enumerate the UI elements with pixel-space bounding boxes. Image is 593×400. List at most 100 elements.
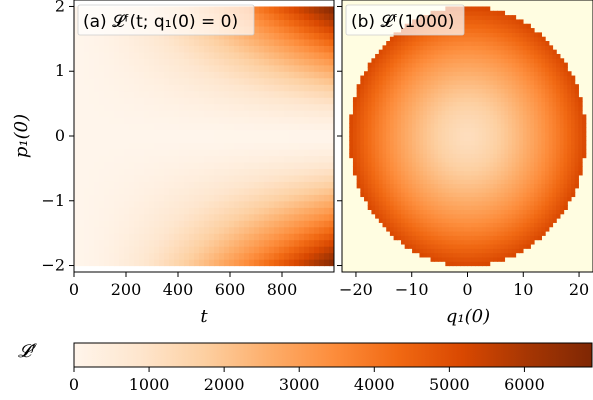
heatmap-cell xyxy=(522,114,528,120)
heatmap-cell xyxy=(419,144,424,150)
heatmap-cell xyxy=(352,157,358,163)
heatmap-cell xyxy=(530,209,535,215)
heatmap-cell xyxy=(249,207,255,215)
heatmap-cell xyxy=(452,166,458,172)
heatmap-cell xyxy=(99,97,105,105)
heatmap-cell xyxy=(249,239,255,247)
heatmap-cell xyxy=(426,218,432,223)
heatmap-cell xyxy=(104,213,110,221)
heatmap-cell xyxy=(552,105,557,111)
heatmap-cell xyxy=(500,92,506,98)
heatmap-cell xyxy=(364,144,369,150)
heatmap-cell xyxy=(508,114,513,120)
heatmap-cell xyxy=(537,144,543,150)
heatmap-cell xyxy=(204,259,210,267)
heatmap-cell xyxy=(169,220,175,228)
heatmap-cell xyxy=(164,239,170,247)
heatmap-cell xyxy=(441,136,446,141)
heatmap-cell xyxy=(329,233,334,241)
heatmap-cell xyxy=(386,200,391,206)
heatmap-cell xyxy=(309,239,315,247)
heatmap-cell xyxy=(548,222,554,228)
heatmap-cell xyxy=(279,45,285,53)
heatmap-cell xyxy=(426,45,432,51)
heatmap-cell xyxy=(184,103,190,111)
heatmap-cell xyxy=(474,261,480,267)
heatmap-cell xyxy=(219,207,225,215)
heatmap-cell xyxy=(114,129,120,137)
heatmap-cell xyxy=(386,148,391,154)
heatmap-cell xyxy=(485,62,491,68)
heatmap-cell xyxy=(393,222,398,228)
heatmap-cell xyxy=(184,239,190,247)
heatmap-cell xyxy=(430,136,435,141)
heatmap-cell xyxy=(179,233,185,241)
y-tick-label: 2 xyxy=(55,0,65,15)
heatmap-cell xyxy=(467,140,472,146)
heatmap-cell xyxy=(184,161,190,169)
heatmap-cell xyxy=(219,259,225,267)
heatmap-cell xyxy=(404,222,409,228)
heatmap-cell xyxy=(294,84,300,92)
heatmap-cell xyxy=(515,58,520,64)
heatmap-cell xyxy=(386,222,391,228)
heatmap-cell xyxy=(194,129,200,137)
heatmap-cell xyxy=(204,45,210,53)
heatmap-cell xyxy=(452,148,458,154)
heatmap-cell xyxy=(449,66,454,72)
heatmap-cell xyxy=(449,45,454,51)
heatmap-cell xyxy=(219,58,225,66)
heatmap-cell xyxy=(559,144,565,150)
heatmap-cell xyxy=(99,200,105,208)
heatmap-cell xyxy=(94,168,100,176)
heatmap-cell xyxy=(400,105,406,111)
heatmap-cell xyxy=(289,246,295,254)
heatmap-cell xyxy=(209,32,215,40)
heatmap-cell xyxy=(467,226,472,232)
heatmap-cell xyxy=(74,103,80,111)
heatmap-cell xyxy=(537,110,543,116)
heatmap-cell xyxy=(489,105,494,111)
heatmap-cell xyxy=(471,53,476,59)
heatmap-cell xyxy=(415,222,421,228)
heatmap-cell xyxy=(104,32,110,40)
heatmap-cell xyxy=(264,142,270,150)
heatmap-cell xyxy=(179,226,185,234)
heatmap-cell xyxy=(360,183,365,189)
heatmap-cell xyxy=(393,187,398,193)
heatmap-cell xyxy=(504,88,509,94)
heatmap-cell xyxy=(367,183,373,189)
heatmap-cell xyxy=(426,226,432,232)
heatmap-cell xyxy=(452,174,458,180)
heatmap-cell xyxy=(415,230,421,236)
heatmap-cell xyxy=(309,84,315,92)
heatmap-cell xyxy=(99,168,105,176)
heatmap-cell xyxy=(526,222,531,228)
heatmap-cell xyxy=(449,123,454,128)
heatmap-cell xyxy=(471,58,476,64)
heatmap-cell xyxy=(530,200,535,206)
heatmap-cell xyxy=(84,200,90,208)
heatmap-cell xyxy=(249,38,255,46)
x-tick-label: 800 xyxy=(267,280,298,299)
heatmap-cell xyxy=(556,148,561,154)
heatmap-cell xyxy=(264,97,270,105)
heatmap-cell xyxy=(234,246,240,254)
heatmap-cell xyxy=(482,32,487,38)
heatmap-cell xyxy=(515,110,520,116)
heatmap-cell xyxy=(224,226,230,234)
heatmap-cell xyxy=(508,192,513,198)
heatmap-cell xyxy=(408,127,413,133)
heatmap-cell xyxy=(508,62,513,68)
heatmap-cell xyxy=(84,129,90,137)
heatmap-cell xyxy=(497,136,502,141)
heatmap-cell xyxy=(229,45,235,53)
heatmap-cell xyxy=(254,38,260,46)
heatmap-cell xyxy=(79,252,85,260)
heatmap-cell xyxy=(314,181,320,189)
heatmap-cell xyxy=(441,53,446,59)
heatmap-cell xyxy=(204,129,210,137)
heatmap-cell xyxy=(412,118,417,124)
heatmap-cell xyxy=(400,45,406,51)
heatmap-cell xyxy=(134,259,140,267)
